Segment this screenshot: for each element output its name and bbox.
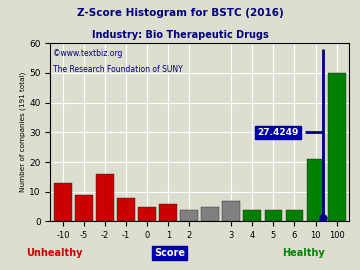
Bar: [285, 210, 303, 221]
Bar: [307, 159, 324, 221]
Bar: [117, 198, 135, 221]
Text: Z-Score Histogram for BSTC (2016): Z-Score Histogram for BSTC (2016): [77, 8, 283, 18]
Bar: [222, 201, 240, 221]
Text: The Research Foundation of SUNY: The Research Foundation of SUNY: [53, 65, 183, 74]
Text: Score: Score: [154, 248, 185, 258]
Bar: [159, 204, 177, 221]
Bar: [265, 210, 282, 221]
Text: 27.4249: 27.4249: [257, 128, 299, 137]
Bar: [138, 207, 156, 221]
Bar: [75, 195, 93, 221]
Text: Healthy: Healthy: [283, 248, 325, 258]
Bar: [96, 174, 114, 221]
Bar: [328, 73, 346, 221]
Bar: [54, 183, 72, 221]
Text: Unhealthy: Unhealthy: [27, 248, 83, 258]
Bar: [180, 210, 198, 221]
Text: Industry: Bio Therapeutic Drugs: Industry: Bio Therapeutic Drugs: [92, 30, 268, 40]
Y-axis label: Number of companies (191 total): Number of companies (191 total): [20, 72, 26, 193]
Bar: [201, 207, 219, 221]
Bar: [243, 210, 261, 221]
Text: ©www.textbiz.org: ©www.textbiz.org: [53, 49, 123, 58]
